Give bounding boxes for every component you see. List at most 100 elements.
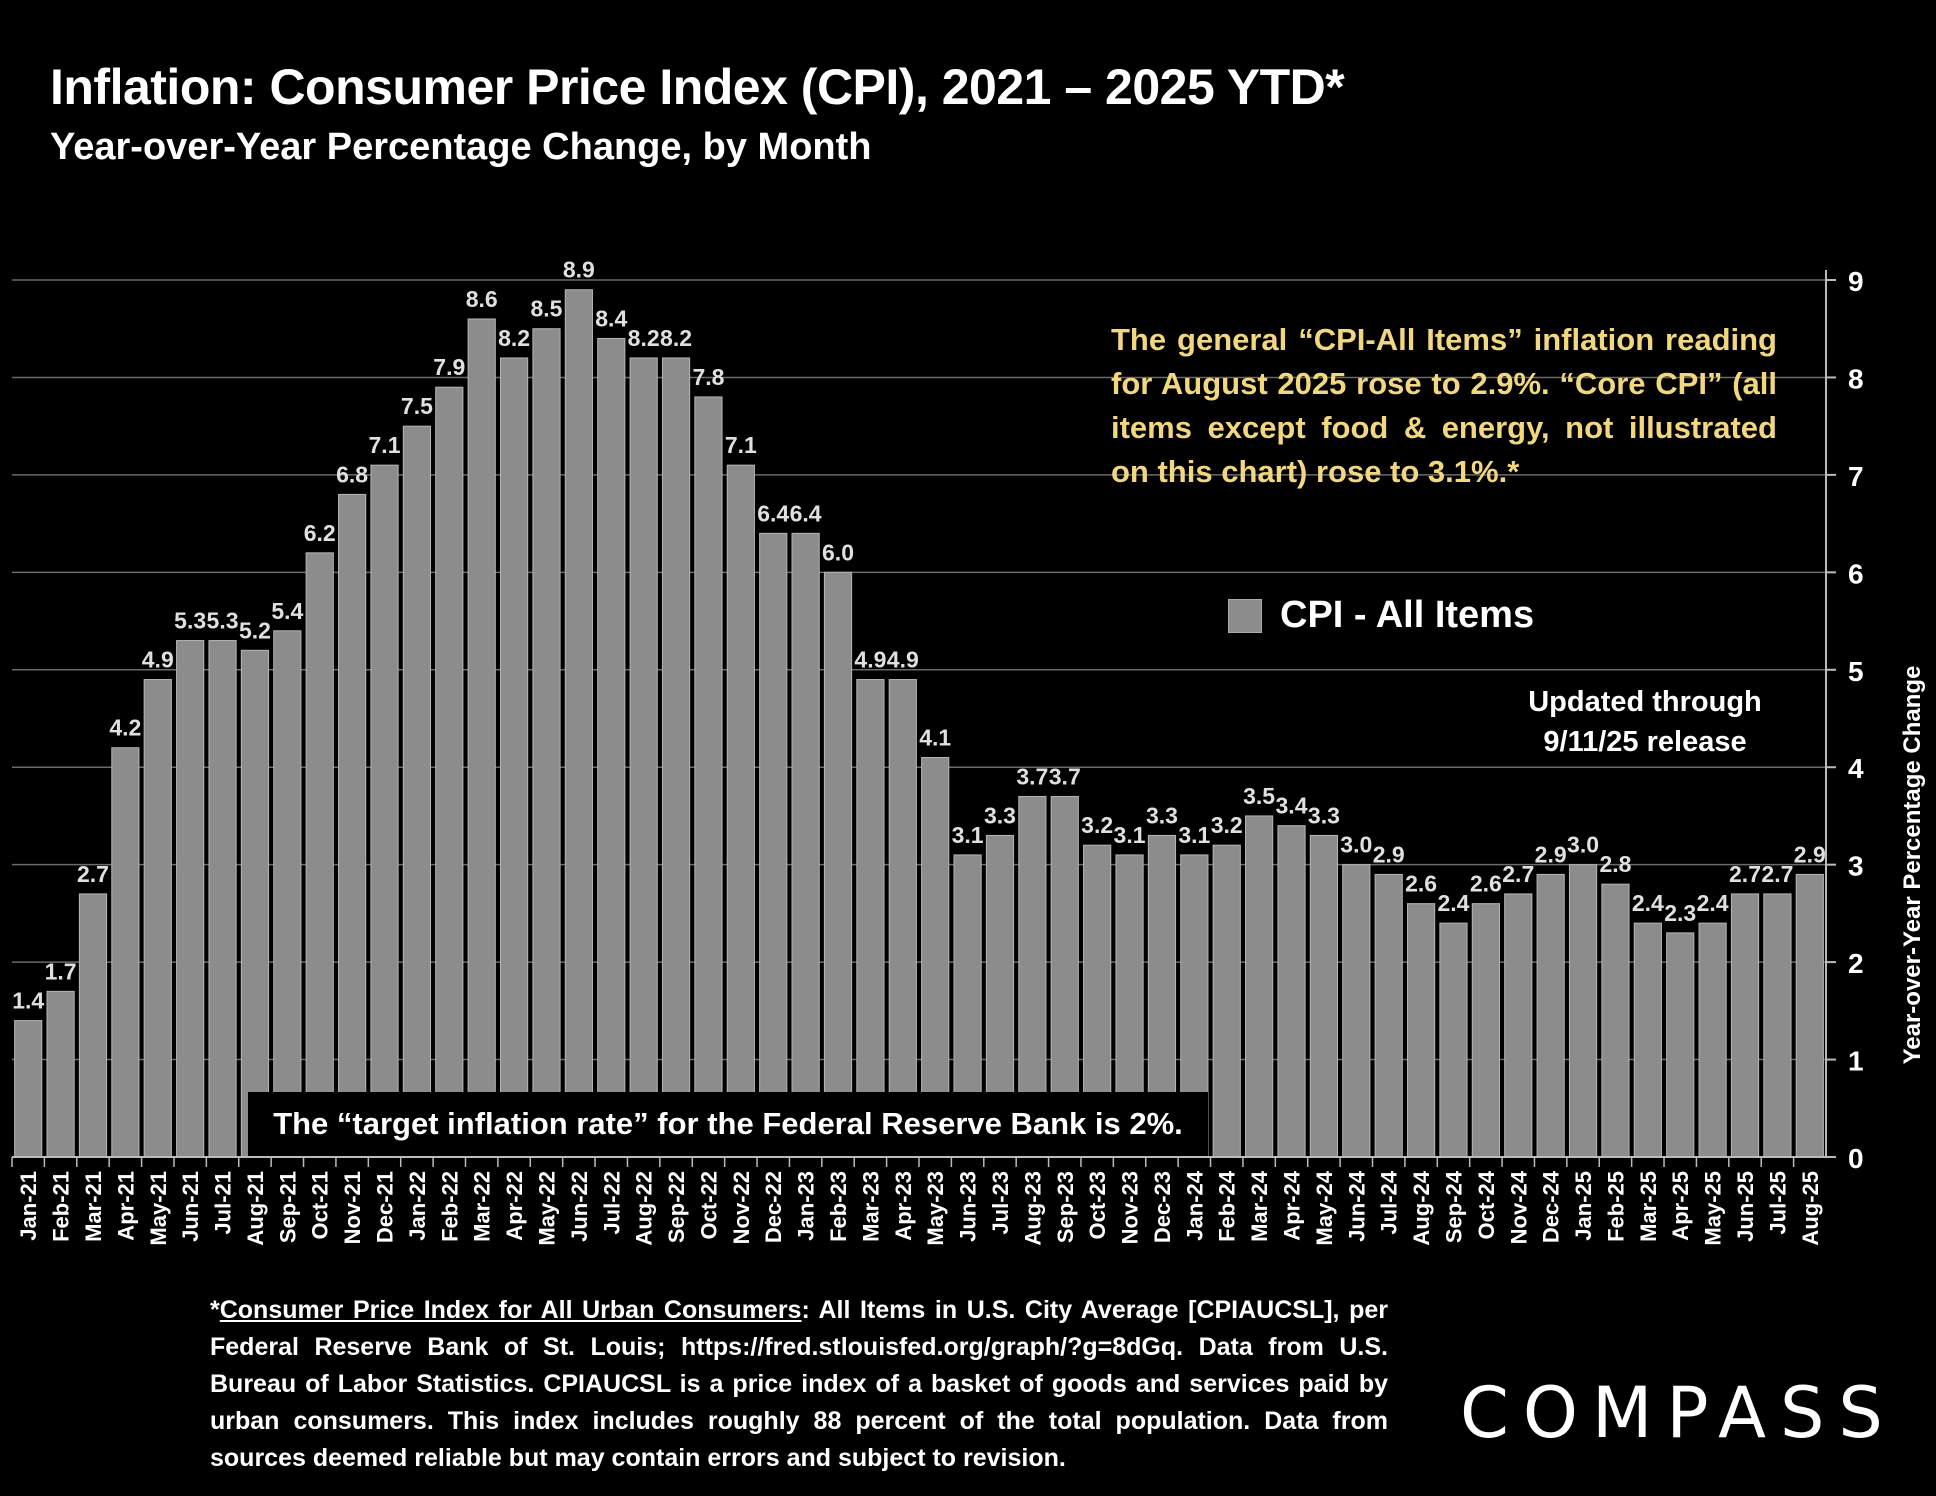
target-inflation-callout: The “target inflation rate” for the Fede… <box>248 1092 1208 1156</box>
x-tick-label: Jun-23 <box>956 1171 981 1242</box>
x-tick-label: Feb-24 <box>1215 1170 1240 1242</box>
x-tick-label: Aug-23 <box>1020 1171 1045 1246</box>
footnote-prefix: * <box>210 1296 220 1324</box>
x-tick-label: Dec-22 <box>761 1171 786 1243</box>
bar-value-label: 2.9 <box>1535 841 1567 867</box>
x-tick-label: Jan-25 <box>1571 1171 1596 1241</box>
bar <box>564 289 593 1158</box>
x-tick-label: May-21 <box>146 1171 171 1246</box>
y-tick-label: 6 <box>1848 558 1864 589</box>
bar <box>338 493 367 1158</box>
bar <box>435 386 464 1158</box>
bar-value-label: 1.4 <box>12 988 44 1014</box>
x-tick-label: Jun-25 <box>1733 1171 1758 1242</box>
y-tick-label: 8 <box>1848 363 1864 394</box>
bar <box>1309 834 1339 1158</box>
x-tick-label: Oct-24 <box>1474 1170 1499 1239</box>
cpi-bar-chart: 1.41.72.74.24.95.3 5.3 5.25.46.26.87.17.57… <box>11 257 1926 1246</box>
x-tick-label: Apr-25 <box>1668 1171 1693 1241</box>
bar <box>1536 873 1565 1158</box>
bar <box>1504 893 1533 1158</box>
bar-value-label: 2.4 <box>1632 890 1664 916</box>
bar <box>14 1020 43 1158</box>
x-tick-label: May-22 <box>534 1171 559 1246</box>
axes: 0 1 2 3 4 5 6 7 8 9 Jan-21 Feb-21 Mar-21 Apr-21 May-21… <box>11 266 1864 1246</box>
x-tick-label: May-25 <box>1701 1171 1726 1246</box>
bar <box>1730 893 1760 1158</box>
x-tick-label: Jan-21 <box>16 1171 41 1241</box>
bar <box>46 990 75 1158</box>
bar-value-label: 1.7 <box>45 958 77 984</box>
bar <box>176 640 205 1158</box>
x-tick-label: Feb-22 <box>437 1171 462 1242</box>
bar-value-label: 2.7 <box>77 861 109 887</box>
bar <box>1795 873 1824 1158</box>
x-tick-label: Apr-22 <box>502 1171 527 1241</box>
x-tick-label: Nov-21 <box>340 1171 365 1244</box>
compass-logo: COMPASS <box>1460 1372 1897 1454</box>
x-tick-label: Dec-24 <box>1539 1170 1564 1243</box>
bar-value-label: 3.3 <box>1308 802 1340 828</box>
bar-value-label: 5.2 <box>239 617 271 643</box>
legend-label: CPI - All Items <box>1280 594 1535 636</box>
updated-note: Updated through 9/11/25 release <box>1500 682 1790 762</box>
x-tick-label: Sep-24 <box>1441 1170 1466 1243</box>
bar <box>499 357 529 1158</box>
x-tick-label: Jun-24 <box>1344 1170 1369 1242</box>
bar <box>1568 864 1598 1158</box>
bar <box>273 630 302 1158</box>
legend-swatch <box>1228 598 1262 633</box>
x-tick-label: May-23 <box>923 1171 948 1246</box>
x-tick-label: Apr-24 <box>1280 1170 1305 1240</box>
bar-value-label: 3.4 <box>1276 793 1308 819</box>
y-tick-label: 0 <box>1848 1143 1864 1174</box>
bar-value-label: 2.3 <box>1664 900 1696 926</box>
bar-value-label: 3.0 <box>1340 832 1372 858</box>
x-tick-label: Mar-24 <box>1247 1170 1272 1242</box>
x-tick-label: Nov-24 <box>1506 1170 1531 1244</box>
bar <box>597 337 626 1158</box>
bar <box>661 357 691 1158</box>
bar <box>1666 932 1695 1158</box>
x-tick-label: Oct-21 <box>308 1171 333 1239</box>
y-tick-label: 3 <box>1848 851 1864 882</box>
page-title: Inflation: Consumer Price Index (CPI), 2… <box>50 59 1345 115</box>
x-tick-label: Aug-25 <box>1798 1171 1823 1246</box>
bar-value-label: 4.9 <box>887 647 919 673</box>
x-tick-label: Jul-22 <box>599 1171 624 1235</box>
bar-value-label: 8.4 <box>595 305 627 331</box>
x-tick-label: Feb-21 <box>49 1171 74 1242</box>
bar-value-label: 2.7 <box>1761 861 1793 887</box>
bar <box>143 679 172 1158</box>
x-tick-label: Aug-22 <box>632 1171 657 1246</box>
bar <box>208 640 237 1158</box>
bar-value-label: 3.3 <box>1146 802 1178 828</box>
x-tick-label: Mar-25 <box>1636 1171 1661 1242</box>
footnote-source-link[interactable]: Consumer Price Index for All Urban Consu… <box>219 1296 802 1324</box>
bar-value-label: 3.0 <box>1567 832 1599 858</box>
bar <box>791 532 820 1158</box>
y-tick-label: 4 <box>1848 753 1864 784</box>
bar <box>1212 844 1241 1158</box>
bar-value-label: 8.2 <box>498 325 530 351</box>
y-tick-label: 5 <box>1848 656 1864 687</box>
x-tick-label: Jan-24 <box>1182 1170 1207 1240</box>
bar-value-label: 6.4 <box>757 500 789 526</box>
bar-value-label: 2.4 <box>1437 890 1469 916</box>
bar-value-label: 7.8 <box>692 364 724 390</box>
updated-line-1: Updated through <box>1528 686 1762 718</box>
x-tick-label: Aug-24 <box>1409 1170 1434 1245</box>
bar-value-label: 7.1 <box>369 432 401 458</box>
y-tick-label: 2 <box>1848 948 1864 979</box>
page-subtitle: Year-over-Year Percentage Change, by Mon… <box>50 126 872 168</box>
bar-value-label: 8.2 <box>660 325 692 351</box>
bar-value-label: 3.7 <box>1016 763 1048 789</box>
bar <box>1698 922 1727 1158</box>
bar-value-label: 2.7 <box>1502 861 1534 887</box>
legend: CPI - All Items <box>1228 594 1534 637</box>
bar <box>694 396 723 1158</box>
y-tick-label: 7 <box>1848 461 1864 492</box>
bar-value-label: 3.2 <box>1211 812 1243 838</box>
x-tick-label: Apr-21 <box>113 1171 138 1241</box>
bar <box>1277 825 1306 1158</box>
